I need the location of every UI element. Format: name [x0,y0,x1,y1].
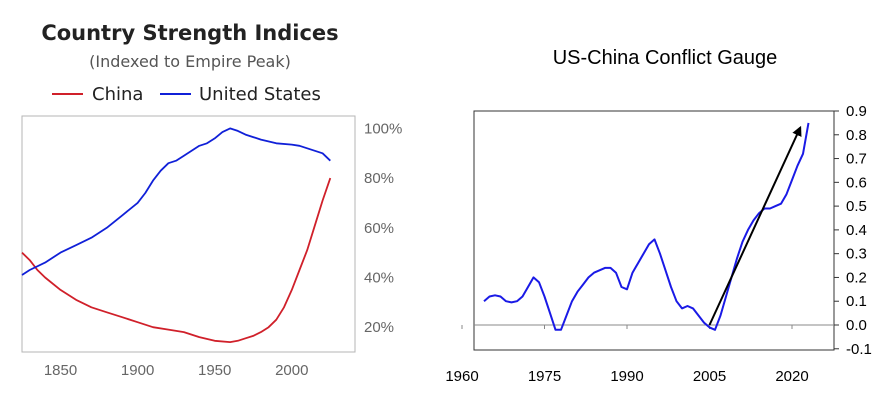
left-x-tick-label: 1950 [198,362,231,379]
conflict-gauge-panel: US-China Conflict Gauge -0.1 0.0 0.1 0.2 0.3… [440,0,894,406]
right-y-tick-label: 0.3 [846,246,867,263]
left-x-tick-label: 2000 [275,362,308,379]
right-chart-title: US-China Conflict Gauge [553,47,778,69]
left-chart-subtitle: (Indexed to Empire Peak) [89,52,291,71]
right-y-tick-label: 0.0 [846,317,867,334]
left-y-tick-label: 40% [364,269,394,286]
legend: China United States [52,84,321,105]
strength-chart: Country Strength Indices (Indexed to Emp… [21,21,402,379]
left-y-tick-label: 80% [364,170,394,187]
right-y-tick-label: 0.2 [846,269,867,286]
left-y-tick-label: 60% [364,220,394,237]
right-plot-frame [473,110,835,351]
right-y-tick-label: 0.6 [846,174,867,191]
right-x-tick-label: 1990 [610,368,643,385]
left-y-tick-label: 20% [364,319,394,336]
right-y-tick-label: 0.1 [846,293,867,310]
series-line-united-states [21,127,331,276]
right-x-tick-label: 1975 [528,368,561,385]
legend-label-united-states: United States [199,84,321,105]
right-x-tick-label: 2020 [775,368,808,385]
right-y-tick-label: 0.7 [846,151,867,168]
left-chart-title: Country Strength Indices [41,21,338,45]
left-plot-frame [21,115,356,353]
left-x-tick-label: 1900 [121,362,154,379]
right-y-tick-label: 0.4 [846,222,867,239]
right-y-tick-label: -0.1 [846,341,872,358]
series-line-china [21,177,332,343]
right-y-tick-label: 0.8 [846,127,867,144]
conflict-gauge-line [483,122,810,331]
left-x-tick-label: 1850 [44,362,77,379]
right-x-tick-label: 2005 [693,368,726,385]
left-y-tick-label: 100% [364,120,402,137]
right-x-tick-label: 1960 [445,368,478,385]
strength-chart-panel: Country Strength Indices (Indexed to Emp… [0,0,440,406]
right-y-tick-label: 0.9 [846,103,867,120]
trend-arrow [708,125,802,326]
right-y-tick-label: 0.5 [846,198,867,215]
conflict-gauge-chart: US-China Conflict Gauge -0.1 0.0 0.1 0.2 0.3… [445,47,872,385]
legend-label-china: China [92,84,143,105]
